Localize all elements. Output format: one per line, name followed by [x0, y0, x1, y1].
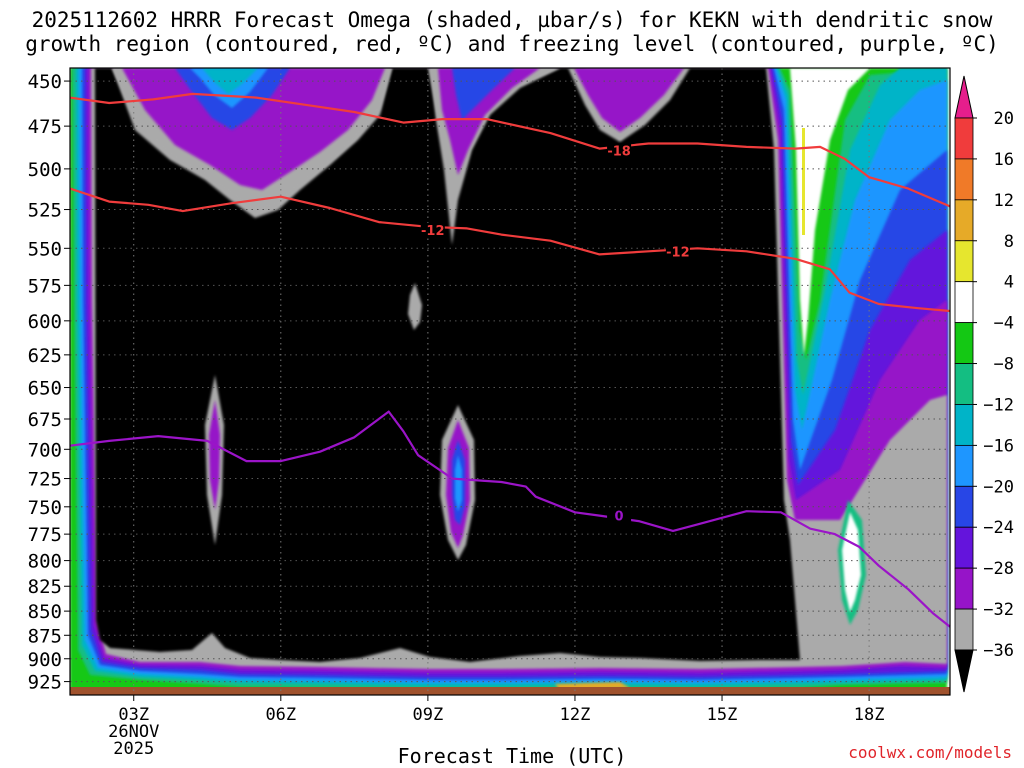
colorbar-bin [954, 117, 974, 160]
colorbar: 20 16 12 8 4 −4 −8 −12 −16 −20 −24 −28 −32 −36 [954, 75, 1014, 693]
colorbar-under-triangle [954, 649, 974, 693]
colorbar-bin [954, 485, 974, 528]
omega-field [70, 68, 950, 695]
y-tick-label: 600 [28, 311, 62, 333]
colorbar-label: −16 [983, 436, 1014, 456]
colorbar-label: −28 [983, 559, 1014, 579]
contour-line-2 [69, 410, 951, 628]
colorbar-bin [954, 444, 974, 487]
colorbar-label: −36 [983, 641, 1014, 661]
x-tick-label: 03Z [118, 705, 149, 725]
y-tick-label: 875 [28, 625, 62, 647]
colorbar-bin [954, 281, 974, 324]
weak-motion-gap-17z [790, 68, 870, 355]
colorbar-label: 8 [1004, 232, 1014, 252]
omega-lobe-upper-right-purple [574, 68, 684, 132]
contour-label-bg [607, 508, 632, 523]
colorbar-over-triangle [954, 75, 974, 119]
colorbar-bin [954, 608, 974, 651]
contour-label: 0 [615, 510, 624, 525]
contour-line-1 [69, 187, 951, 313]
y-tick-label: 775 [28, 524, 62, 546]
y-tick-label: 450 [28, 71, 62, 93]
y-tick-label: 900 [28, 649, 62, 671]
contour-label-bg [665, 244, 690, 259]
colorbar-label: −20 [983, 477, 1014, 497]
colorbar-bin [954, 158, 974, 201]
below-ground-strip [70, 687, 950, 695]
x-axis-title: Forecast Time (UTC) [397, 744, 627, 768]
colorbar-label: 20 [994, 109, 1014, 129]
colorbar-bin [954, 199, 974, 242]
x-tick-label: 15Z [707, 705, 738, 725]
colorbar-bin [954, 526, 974, 569]
y-tick-label: 650 [28, 378, 62, 400]
contour-line-0 [69, 92, 951, 208]
colorbar-bin [954, 240, 974, 283]
y-tick-label: 575 [28, 275, 62, 297]
y-tick-label: 850 [28, 601, 62, 623]
colorbar-label: −12 [983, 395, 1014, 415]
colorbar-bin [954, 567, 974, 610]
credit-link[interactable]: coolwx.com/models [848, 743, 1012, 762]
y-axis: 450 475 500 525 550 575 600 625 650 675 700 725 750 7… [28, 71, 70, 694]
colorbar-label: −24 [983, 518, 1014, 538]
colorbar-bin [954, 363, 974, 405]
x-tick-sublabel: 26NOV [108, 722, 159, 742]
omega-pocket-05z-700-purple [209, 400, 220, 510]
title-line-1: 2025112602 HRRR Forecast Omega (shaded, … [31, 8, 993, 32]
y-tick-label: 625 [28, 345, 62, 367]
colorbar-label: −4 [994, 314, 1014, 334]
colorbar-bin [954, 322, 974, 364]
colorbar-bin [954, 404, 974, 446]
colorbar-label: 16 [994, 150, 1014, 170]
y-tick-label: 675 [28, 409, 62, 431]
omega-pocket-09z-600 [408, 283, 422, 330]
y-tick-label: 925 [28, 672, 62, 694]
y-tick-label: 825 [28, 576, 62, 598]
grid-lines [70, 68, 950, 695]
y-tick-label: 525 [28, 200, 62, 222]
y-tick-label: 800 [28, 551, 62, 573]
y-tick-label: 500 [28, 159, 62, 181]
contour-label: -18 [607, 144, 631, 159]
y-tick-label: 750 [28, 497, 62, 519]
weak-motion-gap-18z-inner [842, 512, 861, 612]
x-tick-label: 18Z [854, 705, 885, 725]
contour-lines: -18 -12 -12 0 [69, 92, 951, 628]
colorbar-label: −8 [994, 355, 1014, 375]
contour-label: -12 [421, 224, 445, 239]
y-tick-label: 725 [28, 469, 62, 491]
omega-lobe-upper-left-purple [122, 68, 385, 190]
rising-motion-sliver-17z [802, 128, 805, 235]
colorbar-label: 12 [994, 191, 1014, 211]
contour-label-bg [607, 143, 632, 158]
x-tick-label: 09Z [413, 705, 444, 725]
colorbar-label: 4 [1004, 273, 1014, 293]
x-tick-label: 12Z [560, 705, 591, 725]
x-tick-sublabel: 2025 [113, 739, 154, 759]
x-tick-label: 06Z [265, 705, 296, 725]
plot-frame [69, 67, 951, 696]
colorbar-label: −32 [983, 600, 1014, 620]
y-tick-label: 550 [28, 238, 62, 260]
omega-pocket-10z-730-cyan [455, 455, 462, 512]
contour-label: -12 [666, 245, 690, 260]
chart-title: 2025112602 HRRR Forecast Omega (shaded, … [0, 8, 1024, 56]
contour-label-bg [420, 222, 445, 237]
title-line-2: growth region (contoured, red, ºC) and f… [25, 32, 999, 56]
y-tick-label: 475 [28, 116, 62, 138]
y-tick-label: 700 [28, 439, 62, 461]
